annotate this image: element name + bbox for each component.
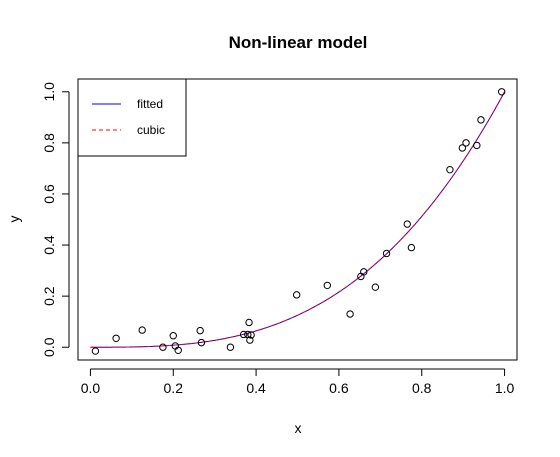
data-point [458, 144, 467, 152]
legend-box [77, 78, 187, 157]
data-point [403, 220, 411, 228]
y-axis: 0.0 0.2 0.4 0.6 0.8 1.0 [41, 82, 70, 357]
data-point [446, 165, 454, 174]
legend-label-cubic: cubic [137, 123, 165, 137]
data-point [112, 334, 120, 342]
curve-cubic [90, 91, 506, 348]
data-point [169, 332, 177, 340]
legend-label-fitted: fitted [137, 97, 163, 111]
x-tick-label: 0.0 [81, 380, 101, 396]
data-point [382, 249, 391, 258]
data-point [477, 116, 485, 124]
y-tick-label: 0.0 [41, 337, 57, 357]
data-point [246, 336, 254, 344]
x-tick-label: 0.6 [329, 380, 349, 396]
data-point [159, 343, 167, 351]
x-tick-label: 0.2 [164, 380, 184, 396]
x-axis-label: x [295, 420, 302, 436]
scatter-points [91, 88, 506, 355]
data-point [462, 139, 470, 147]
data-point [226, 343, 235, 351]
data-point [196, 326, 204, 335]
data-point [407, 243, 416, 252]
data-point [346, 310, 354, 318]
data-point [239, 330, 248, 339]
data-point [247, 331, 255, 339]
y-tick-label: 0.6 [41, 184, 57, 204]
data-point [197, 338, 206, 347]
y-tick-label: 0.8 [41, 133, 57, 153]
data-point [245, 318, 253, 327]
x-tick-label: 1.0 [495, 380, 515, 396]
data-point [473, 141, 481, 150]
data-point [91, 347, 100, 355]
data-point [371, 283, 380, 291]
data-point [360, 268, 368, 276]
y-tick-label: 0.2 [41, 286, 57, 306]
chart-title: Non-linear model [229, 33, 368, 52]
data-point [292, 291, 301, 299]
data-point [497, 88, 506, 96]
legend: fitted cubic [77, 78, 187, 157]
data-point [138, 326, 146, 334]
x-tick-label: 0.8 [412, 380, 432, 396]
x-axis: 0.0 0.2 0.4 0.6 0.8 1.0 [81, 368, 515, 396]
y-axis-label: y [6, 216, 22, 223]
data-point [323, 281, 332, 290]
x-tick-label: 0.4 [246, 380, 266, 396]
y-tick-label: 1.0 [41, 82, 57, 102]
y-tick-label: 0.4 [41, 235, 57, 255]
data-point [174, 346, 182, 354]
plot-frame [77, 78, 518, 361]
